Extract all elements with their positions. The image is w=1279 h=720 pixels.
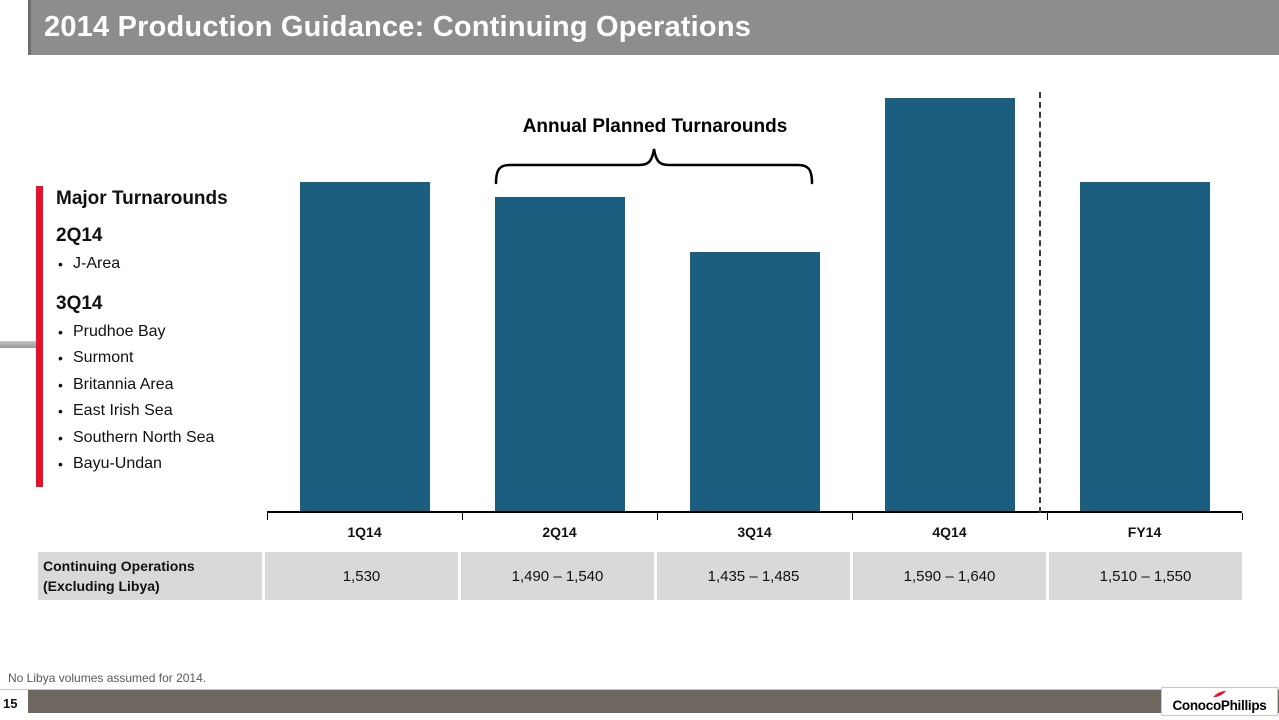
- logo-text: ConocoPhillips: [1172, 697, 1267, 713]
- footnote: No Libya volumes assumed for 2014.: [8, 671, 207, 685]
- annotation-brace-icon: [494, 148, 814, 185]
- footer-hairline: [0, 689, 1279, 690]
- turnaround-item: J-Area: [56, 251, 276, 278]
- turnaround-item: Surmont: [56, 345, 276, 372]
- turnarounds-heading: Major Turnarounds: [56, 188, 228, 209]
- table-row-label-line2: (Excluding Libya): [43, 578, 160, 594]
- footer-bar: [28, 690, 1279, 713]
- turnaround-item: Southern North Sea: [56, 425, 276, 452]
- category-label: 1Q14: [347, 524, 382, 540]
- turnaround-period: 2Q14: [56, 225, 103, 246]
- bar-3Q14: [689, 252, 820, 511]
- bar-1Q14: [299, 182, 430, 511]
- logo-feather-icon: [1212, 690, 1226, 697]
- turnaround-item: Bayu-Undan: [56, 451, 276, 478]
- category-labels: 1Q14 2Q14 3Q14 4Q14 FY14: [267, 524, 1242, 540]
- red-accent-bar: [36, 186, 43, 487]
- turnarounds-panel: Major Turnarounds 2Q14 J-Area 3Q14 Prudhoe …: [56, 188, 276, 478]
- axis-tick: [1242, 513, 1243, 520]
- category-label: 4Q14: [932, 524, 967, 540]
- conocophillips-logo: ConocoPhillips: [1161, 687, 1278, 716]
- axis-tick: [852, 513, 853, 520]
- table-cell: 1,510 – 1,550: [1049, 552, 1242, 600]
- slide-header: 2014 Production Guidance: Continuing Ope…: [28, 0, 1279, 55]
- table-cells: 1,530 1,490 – 1,540 1,435 – 1,485 1,590 – 1…: [265, 552, 1242, 600]
- plot-area: [267, 53, 1242, 513]
- chart-column: [462, 53, 657, 511]
- page-number: 15: [3, 696, 18, 711]
- axis-ticks: [267, 513, 1243, 520]
- chart-column: [267, 53, 462, 511]
- axis-tick: [1047, 513, 1048, 520]
- category-label: 3Q14: [737, 524, 772, 540]
- chart-column: [657, 53, 852, 511]
- fy14-separator-line: [1039, 92, 1041, 513]
- axis-tick: [267, 513, 268, 520]
- table-cell: 1,490 – 1,540: [461, 552, 654, 600]
- turnaround-list: J-Area: [56, 251, 276, 278]
- turnaround-period: 3Q14: [56, 292, 103, 314]
- category-label: FY14: [1127, 524, 1162, 540]
- table-cell: 1,590 – 1,640: [853, 552, 1046, 600]
- bar-2Q14: [494, 197, 625, 511]
- slide-title: 2014 Production Guidance: Continuing Ope…: [44, 11, 752, 43]
- turnarounds-groups: 2Q14 J-Area 3Q14 Prudhoe BaySurmontBritanni…: [56, 225, 276, 478]
- turnaround-list: Prudhoe BaySurmontBritannia AreaEast Iri…: [56, 319, 276, 478]
- chart-column: [852, 53, 1047, 511]
- chart-column: [1047, 53, 1242, 511]
- turnaround-item: East Irish Sea: [56, 398, 276, 425]
- table-cell: 1,530: [265, 552, 458, 600]
- bar-FY14: [1079, 182, 1210, 511]
- category-label: 2Q14: [542, 524, 577, 540]
- turnaround-item: Prudhoe Bay: [56, 319, 276, 346]
- chart-annotation: Annual Planned Turnarounds: [522, 116, 788, 137]
- axis-tick: [657, 513, 658, 520]
- table-row-label: Continuing Operations (Excluding Libya): [38, 552, 262, 600]
- decorative-left-line: [0, 341, 36, 348]
- turnaround-item: Britannia Area: [56, 372, 276, 399]
- table-row-label-line1: Continuing Operations: [43, 557, 195, 574]
- table-cell: 1,435 – 1,485: [657, 552, 850, 600]
- axis-tick: [462, 513, 463, 520]
- guidance-table: Continuing Operations (Excluding Libya) …: [38, 552, 1242, 600]
- bar-4Q14: [884, 98, 1015, 511]
